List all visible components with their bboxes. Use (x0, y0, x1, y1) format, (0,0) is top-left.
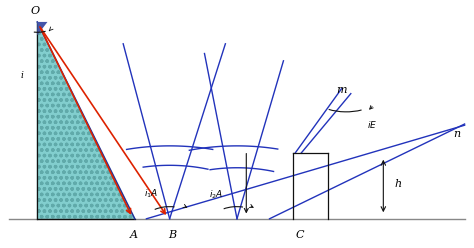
Polygon shape (37, 22, 47, 35)
Text: O: O (30, 6, 39, 16)
Text: $i_2A$: $i_2A$ (209, 188, 223, 201)
Text: $i_1A$: $i_1A$ (144, 187, 158, 200)
Text: $iE$: $iE$ (366, 119, 377, 129)
Text: B: B (168, 230, 176, 240)
Text: A: A (130, 230, 138, 240)
Text: h: h (395, 179, 402, 188)
Polygon shape (37, 22, 135, 219)
Text: m: m (336, 85, 347, 95)
Text: i: i (21, 71, 24, 80)
Text: C: C (295, 230, 304, 240)
Text: n: n (453, 129, 460, 139)
